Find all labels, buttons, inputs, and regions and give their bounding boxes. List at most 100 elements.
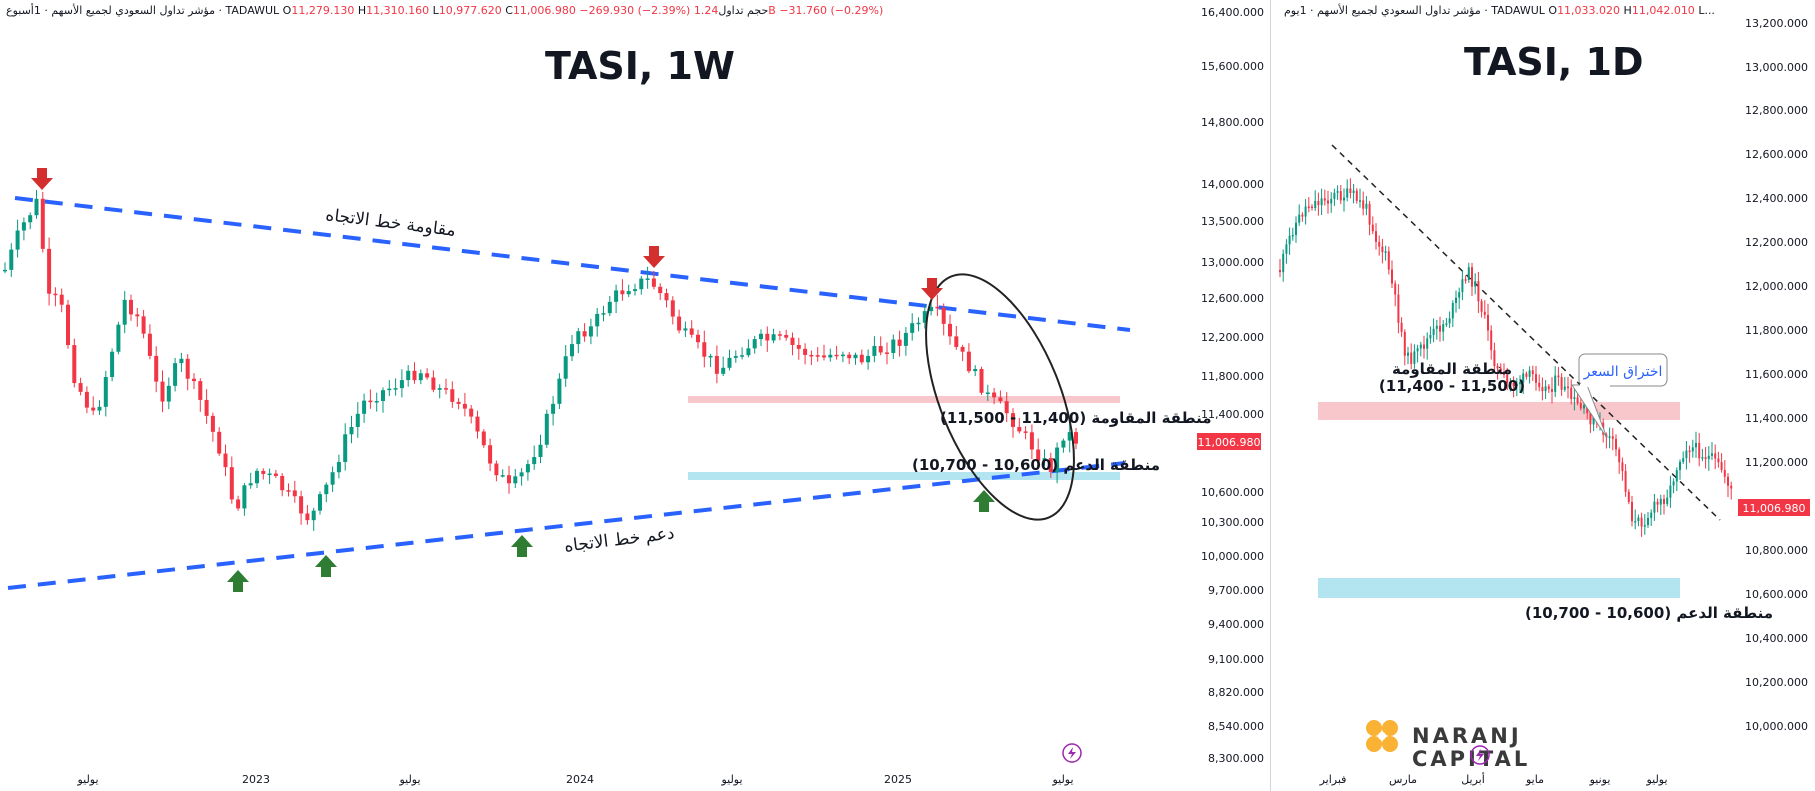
candle-body (1017, 426, 1022, 432)
candle-body (1554, 375, 1557, 392)
candle-body (1381, 246, 1384, 253)
candle-body (1544, 386, 1547, 392)
breakout-callout: اختراق السعر (1571, 353, 1668, 439)
close-label: C (505, 4, 513, 17)
open-value: 11,033.020 (1557, 4, 1621, 17)
candle-body (992, 392, 997, 398)
daily-chart-title: TASI, 1D (1464, 40, 1644, 84)
low-label: L (432, 4, 439, 17)
candle-body (1647, 517, 1649, 526)
candle-body (570, 344, 574, 357)
candle-body (1471, 267, 1473, 287)
candle-body (633, 289, 637, 292)
candle-body (582, 331, 587, 337)
symbol-description: مؤشر تداول السعودي لجميع الأسهم · 1يوم ·… (1284, 4, 1545, 17)
weekly-price-axis[interactable]: 16,400.000 15,600.000 14,800.000 14,000.000… (1201, 6, 1264, 765)
daily-legend: مؤشر تداول السعودي لجميع الأسهم · 1يوم ·… (1284, 4, 1715, 17)
candle-body (809, 354, 814, 357)
price-tick-label: 12,600.000 (1201, 292, 1264, 305)
candle-body (1717, 458, 1720, 463)
candle-body (1627, 491, 1630, 503)
candle-body (765, 333, 770, 341)
daily-chart-panel[interactable]: مؤشر تداول السعودي لجميع الأسهم · 1يوم ·… (1272, 0, 1815, 791)
price-tick-label: 16,400.000 (1201, 6, 1264, 19)
candle-body (217, 431, 222, 454)
price-tick-label: 14,000.000 (1201, 178, 1264, 191)
candle-body (1480, 301, 1483, 312)
candle-body (336, 461, 341, 473)
candle-body (1573, 397, 1576, 399)
price-tick-label: 10,200.000 (1745, 676, 1808, 689)
candle-body (343, 434, 348, 462)
weekly-chart-panel[interactable]: مؤشر تداول السعودي لجميع الأسهم · 1أسبوع… (0, 0, 1271, 791)
candle-body (696, 334, 700, 343)
candle-body (236, 499, 241, 509)
candle-body (935, 306, 940, 309)
candle-body (192, 378, 196, 382)
last-price-badge (1197, 433, 1261, 450)
resistance-zone-label: منطقة المقاومة (11,400 - 11,500) (940, 409, 1212, 427)
candle-body (66, 304, 70, 346)
candle-body (847, 354, 852, 359)
price-tick-label: 8,300.000 (1208, 752, 1264, 765)
candle-body (481, 431, 486, 446)
candle-body (223, 453, 228, 468)
price-tick-label: 12,200.000 (1201, 331, 1264, 344)
lightning-icon[interactable] (1470, 745, 1490, 765)
candle-body (154, 355, 159, 382)
candle-body (1279, 270, 1281, 273)
price-tick-label: 12,200.000 (1745, 236, 1808, 249)
change-value: −269.930 (−2.39%) (579, 4, 691, 17)
candle-body (1442, 324, 1445, 332)
candle-body (1515, 383, 1518, 386)
high-value: 11,310.160 (366, 4, 430, 17)
candle-body (1368, 203, 1371, 225)
candle-body (1391, 269, 1393, 284)
candle-body (210, 415, 215, 432)
candle-body (1688, 450, 1691, 453)
candle-body (1295, 222, 1297, 236)
candle-body (437, 388, 442, 390)
candle-body (1611, 436, 1614, 439)
candle-body (1307, 206, 1310, 209)
candle-body (796, 345, 801, 349)
candle-body (1563, 386, 1566, 390)
candle-body (1672, 481, 1675, 486)
candle-body (1509, 382, 1512, 385)
candle-body (733, 356, 738, 358)
weekly-time-axis[interactable]: يوليو 2023 يوليو 2024 يوليو 2025 يوليو (76, 773, 1073, 786)
price-tick-label: 10,400.000 (1745, 632, 1808, 645)
candle-body (576, 331, 581, 345)
candle-body (324, 484, 329, 495)
time-tick-label: 2025 (884, 773, 912, 786)
candle-body (1435, 325, 1438, 329)
candle-body (21, 222, 26, 231)
high-label: H (357, 4, 367, 17)
daily-time-axis[interactable]: فبراير مارس أبريل مايو يونيو يوليو (1319, 772, 1668, 786)
support-trendline-label: دعم خط الاتجاه (563, 523, 675, 556)
daily-price-axis[interactable]: 13,200.000 13,000.000 12,800.000 12,600.000… (1745, 17, 1808, 733)
price-tick-label: 13,200.000 (1745, 17, 1808, 30)
arrow-up-icon (315, 555, 337, 577)
time-tick-label: يونيو (1589, 773, 1611, 786)
price-tick-label: 15,600.000 (1201, 60, 1264, 73)
volume-label: حجم تداول (718, 4, 769, 17)
candle-body (1429, 334, 1432, 339)
candle-body (1557, 375, 1560, 378)
candle-body (1387, 251, 1390, 270)
open-label: O (1548, 4, 1558, 17)
candle-body (1643, 525, 1646, 527)
candle-body (916, 322, 921, 325)
candle-body (1583, 405, 1585, 409)
lightning-icon[interactable] (1062, 743, 1082, 763)
symbol-description: مؤشر تداول السعودي لجميع الأسهم · 1أسبوع… (6, 4, 280, 17)
time-tick-label: يوليو (1051, 773, 1073, 786)
price-tick-label: 9,400.000 (1208, 618, 1264, 631)
candle-body (1336, 191, 1339, 193)
candle-body (349, 426, 354, 435)
candle-body (299, 496, 304, 514)
candle-body (1359, 200, 1361, 202)
candle-body (1695, 442, 1697, 448)
candle-body (702, 342, 707, 357)
candle-body (885, 352, 889, 354)
